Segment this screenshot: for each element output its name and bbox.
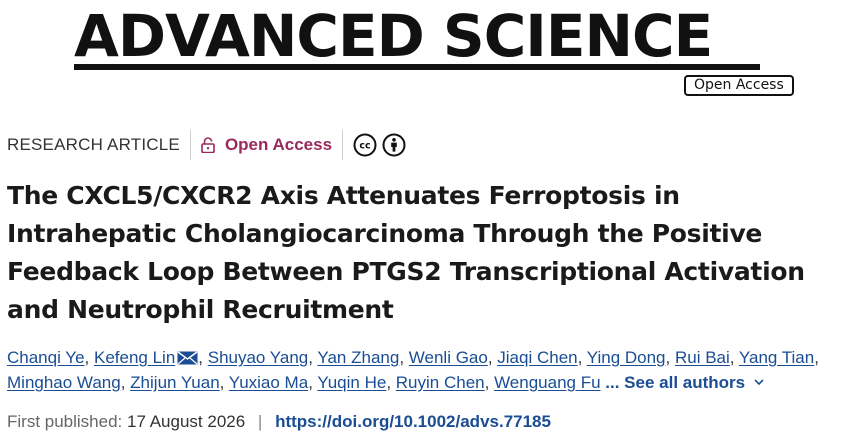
see-all-authors-label: ... See all authors — [605, 373, 746, 392]
lock-open-icon — [201, 137, 215, 153]
author-link[interactable]: Zhijun Yuan — [130, 373, 220, 392]
article-type: RESEARCH ARTICLE — [7, 135, 180, 154]
author-link[interactable]: Minghao Wang — [7, 373, 121, 392]
cc-icon[interactable]: cc — [353, 133, 377, 157]
author-link[interactable]: Rui Bai — [674, 348, 730, 367]
author-link[interactable]: Ruyin Chen — [395, 373, 485, 392]
open-access-badge: Open Access — [684, 75, 794, 96]
publication-info: First published: 17 August 2026 | https:… — [7, 412, 551, 432]
article-meta-row: RESEARCH ARTICLE Open Access cc — [7, 130, 406, 160]
chevron-down-icon — [754, 379, 764, 386]
by-icon[interactable] — [382, 133, 406, 157]
divider — [189, 130, 191, 160]
author-link[interactable]: Shuyao Yang — [207, 348, 309, 367]
author-link[interactable]: Yan Zhang — [317, 348, 400, 367]
author-link[interactable]: Jiaqi Chen — [497, 348, 578, 367]
see-all-authors-button[interactable]: ... See all authors — [605, 373, 765, 392]
published-date: 17 August 2026 — [127, 412, 246, 431]
divider — [342, 130, 344, 160]
open-access-label: Open Access — [224, 135, 333, 154]
author-link[interactable]: Chanqi Ye — [7, 348, 85, 367]
doi-link[interactable]: https://doi.org/10.1002/advs.77185 — [275, 412, 551, 431]
license-icons[interactable]: cc — [353, 133, 406, 157]
svg-text:cc: cc — [359, 141, 370, 152]
envelope-icon[interactable] — [177, 351, 198, 365]
author-link[interactable]: Wenguang Fu — [494, 373, 601, 392]
author-link[interactable]: Kefeng Lin — [93, 348, 176, 367]
author-link[interactable]: Wenli Gao — [408, 348, 488, 367]
author-link[interactable]: Yuxiao Ma — [228, 373, 309, 392]
author-link[interactable]: Yuqin He — [317, 373, 387, 392]
author-link[interactable]: Ying Dong — [586, 348, 666, 367]
logo-underline — [74, 64, 760, 70]
author-link[interactable]: Yang Tian — [738, 348, 815, 367]
author-list: Chanqi Ye, Kefeng Lin, Shuyao Yang, Yan … — [7, 348, 819, 392]
journal-logo-text: ADVANCED SCIENCE — [74, 2, 713, 70]
journal-masthead[interactable]: ADVANCED SCIENCE Open Access — [0, 0, 861, 108]
published-label: First published: — [7, 412, 123, 431]
article-title: The CXCL5/CXCR2 Axis Attenuates Ferropto… — [7, 181, 805, 324]
open-access-link[interactable]: Open Access — [201, 135, 332, 155]
separator: | — [257, 412, 263, 431]
